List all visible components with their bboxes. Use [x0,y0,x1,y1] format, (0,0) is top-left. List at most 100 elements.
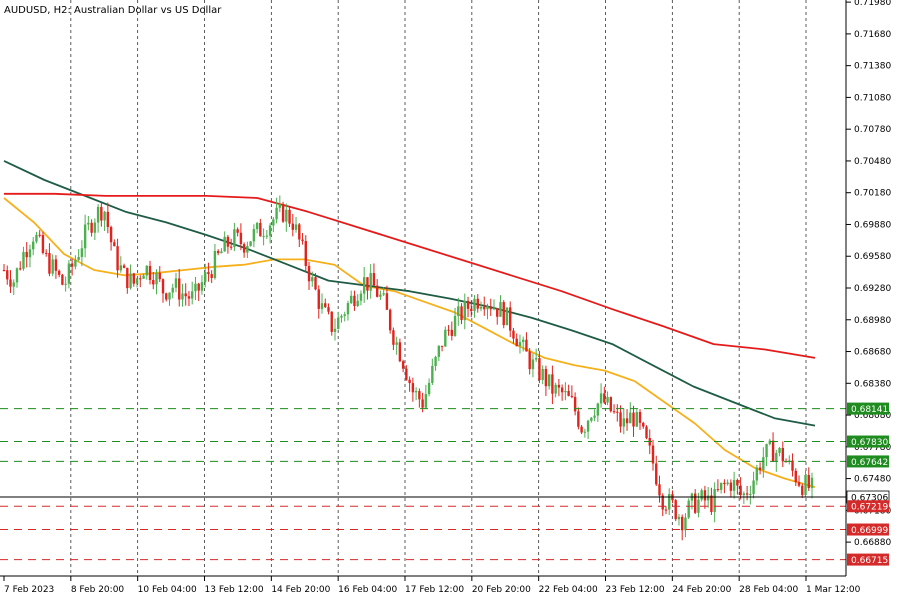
candle-body [534,358,538,360]
candle-body [265,235,269,237]
candle-body [502,302,505,326]
candle-body [768,440,772,445]
candle-body [285,209,288,222]
candle-body [103,211,106,221]
y-tick-label: 0.67780 [854,443,891,453]
candle-body [249,241,252,246]
candle-body [343,314,346,316]
candle-body [119,265,123,271]
candle-body [229,246,233,248]
y-tick-label: 0.67480 [854,475,891,485]
candle-body [755,467,759,481]
candle-body [109,227,113,243]
candle-body [437,345,441,357]
candle-body [476,298,479,309]
x-tick-label: 8 Feb 20:00 [71,585,125,595]
candle-body [181,293,184,300]
candle-body [450,329,454,336]
y-tick-label: 0.68380 [854,379,891,389]
candle-body [408,379,411,384]
candle-body [726,482,729,485]
candle-body [116,246,119,271]
candle-body [590,417,593,421]
candle-body [288,209,291,224]
candle-body [203,272,207,283]
candle-body [596,403,600,416]
price-level-label: 0.67306 [851,494,888,504]
candle-body [330,311,333,332]
candle-body [291,223,295,230]
candle-body [771,440,775,462]
candle-body [687,500,690,518]
candle-body [619,412,622,427]
candle-body [51,259,54,274]
candle-body [324,303,327,308]
candle-body [100,206,103,221]
x-tick-label: 13 Feb 12:00 [205,585,264,595]
y-tick-label: 0.70780 [854,125,891,135]
candle-body [44,252,48,254]
candle-body [278,203,282,208]
candle-body [64,283,67,285]
x-tick-label: 7 Feb 2023 [4,585,54,595]
price-level-label: 0.66999 [851,526,888,536]
candle-body [142,275,145,279]
candle-body [233,229,236,247]
candle-body [340,315,343,318]
y-tick-label: 0.69580 [854,252,891,262]
candle-body [710,495,713,513]
candle-body [6,270,9,280]
candle-body [200,282,204,291]
candle-body [184,293,187,297]
y-tick-label: 0.68680 [854,348,891,358]
candle-body [466,300,470,309]
candle-body [551,374,554,394]
candle-body [603,393,606,403]
candle-body [19,268,22,270]
candle-body [165,293,168,300]
price-level-badge [847,435,889,448]
candle-body [369,273,372,291]
y-tick-label: 0.69280 [854,284,891,294]
x-tick-label: 1 Mar 12:00 [806,585,861,595]
candle-body [15,268,19,283]
candle-body [781,447,784,462]
y-tick-label: 0.71980 [854,0,891,8]
candle-body [486,306,489,310]
candle-body [658,484,661,496]
candle-body [48,253,51,274]
candle-body [509,307,512,331]
candle-body [385,293,389,310]
candle-body [674,500,677,520]
candle-body [197,283,200,291]
candle-body [492,308,496,310]
candle-body [632,412,635,427]
candle-body [765,444,768,458]
moving-average-line [3,160,816,427]
moving-average-line [4,192,816,359]
candle-body [57,270,61,275]
x-tick-label: 14 Feb 20:00 [271,585,330,595]
candle-body [541,368,544,380]
candle-body [749,493,752,495]
candle-body [207,272,210,275]
candles [2,195,814,541]
x-axis-ticks: 7 Feb 2023 8 Feb 20:00 10 Feb 04:00 13 Feb … [3,576,861,595]
y-tick-label: 0.71380 [854,62,891,72]
candle-body [262,236,265,238]
y-tick-label: 0.68980 [854,316,891,326]
candle-body [242,244,246,253]
candle-body [739,485,742,496]
candle-body [723,482,726,485]
candle-body [392,330,395,345]
candle-body [745,493,749,495]
candle-body [677,516,681,520]
candle-body [93,222,97,233]
candle-body [152,279,155,285]
moving-averages [3,160,816,488]
candle-body [580,426,583,433]
candle-body [518,342,522,347]
candle-body [346,303,350,315]
